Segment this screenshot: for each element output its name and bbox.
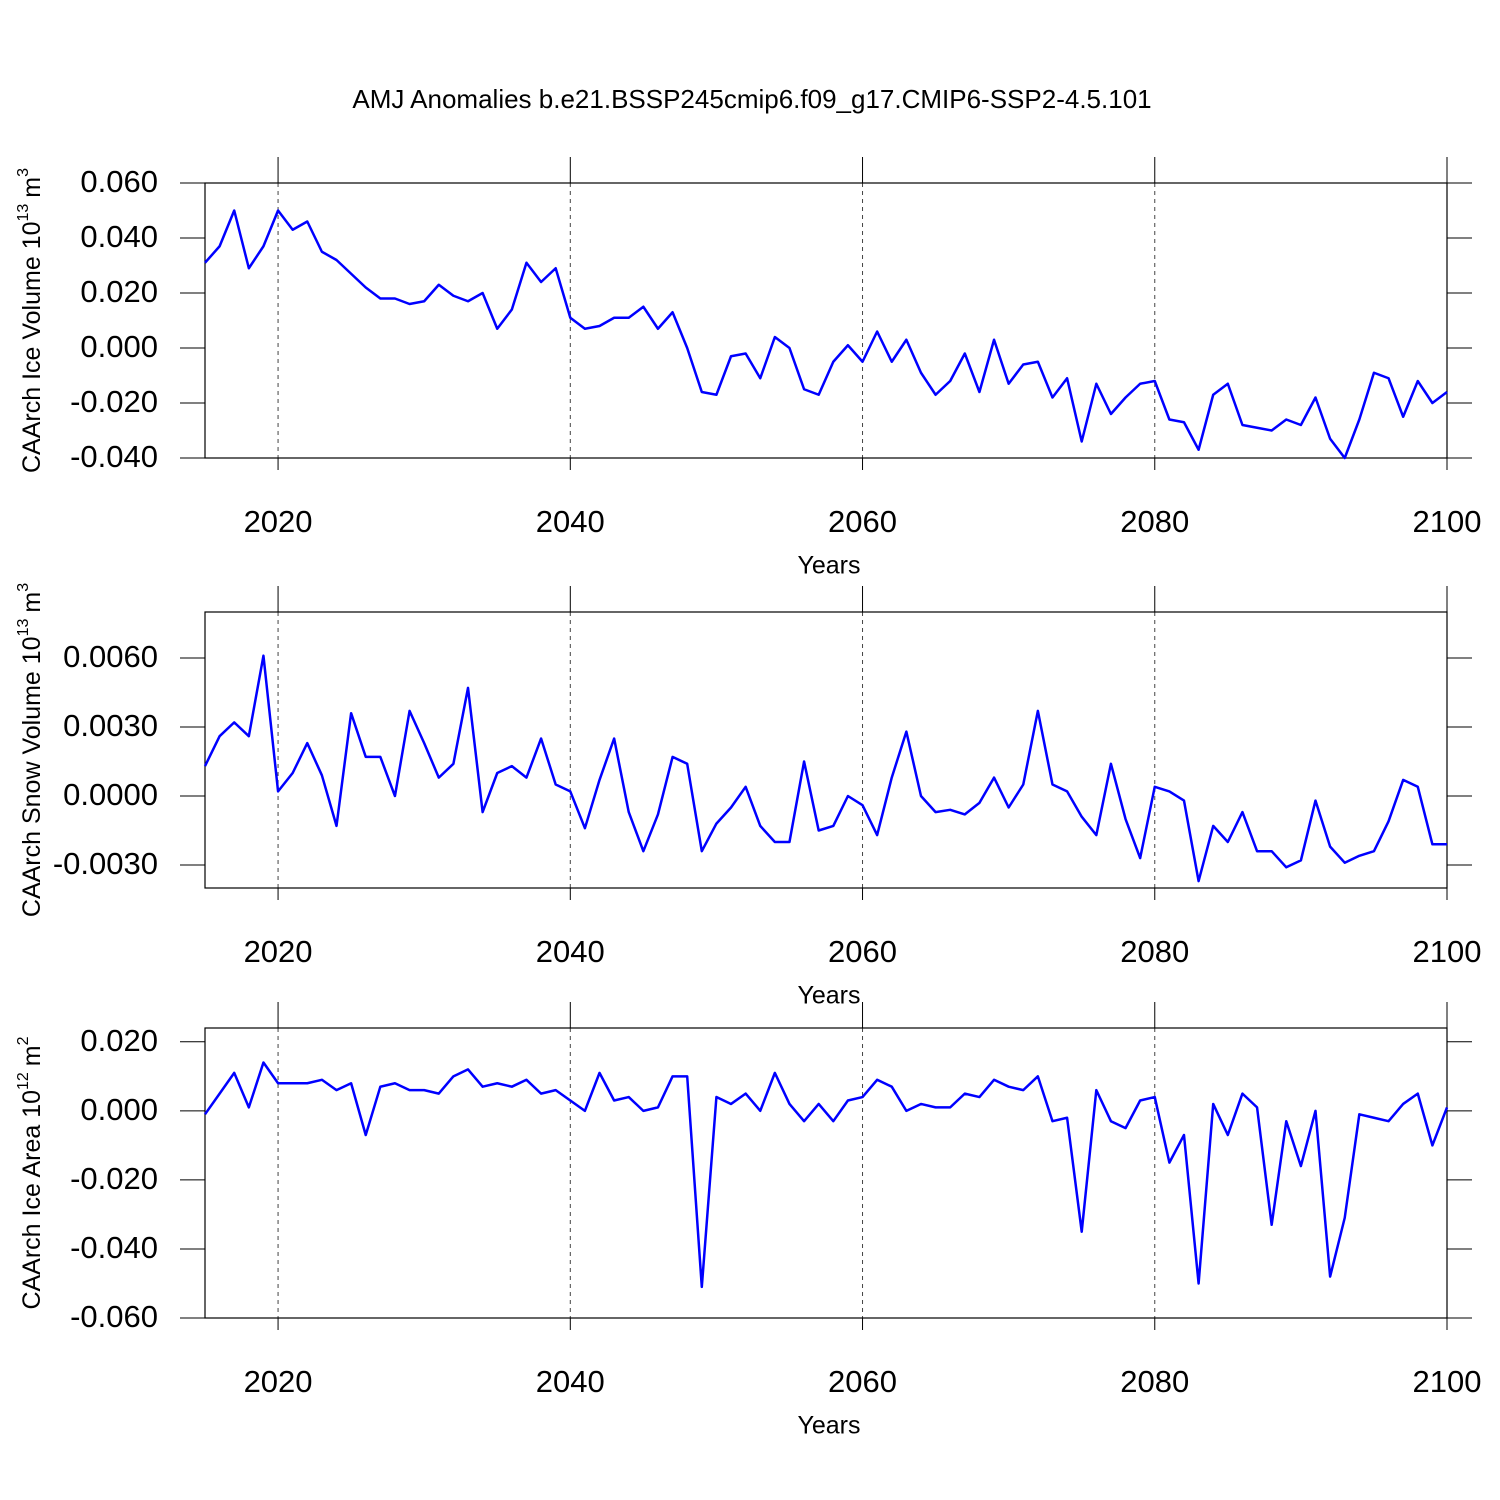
y-tick-label: 0.0030 xyxy=(63,708,158,743)
y-label-superscript: 2 xyxy=(15,1036,32,1045)
y-label-text: CAArch Snow Volume 10 xyxy=(18,636,46,917)
y-label-text: CAArch Ice Area 10 xyxy=(18,1090,46,1310)
y-label-text: m xyxy=(18,1045,46,1066)
y-tick-label: -0.020 xyxy=(70,1161,158,1196)
plot-frame xyxy=(204,182,1448,459)
plot-frame xyxy=(204,1027,1448,1319)
x-tick-label: 2100 xyxy=(1413,1364,1482,1399)
data-line xyxy=(203,654,1447,883)
y-tick-label: 0.020 xyxy=(80,274,158,309)
x-tick-label: 2020 xyxy=(244,504,313,539)
x-tick-label: 2100 xyxy=(1413,934,1482,969)
x-tick-label: 2100 xyxy=(1413,504,1482,539)
data-line xyxy=(204,209,1448,460)
y-axis-label: CAArch Snow Volume 1013 m3 xyxy=(15,583,45,917)
y-tick-label: 0.0060 xyxy=(63,639,158,674)
data-line xyxy=(203,1061,1449,1289)
y-tick-label: 0.060 xyxy=(80,164,158,199)
x-tick-label: 2060 xyxy=(828,504,897,539)
x-tick-label: 2080 xyxy=(1120,504,1189,539)
y-label-superscript: 13 xyxy=(15,619,32,637)
y-label-text: m xyxy=(18,592,46,613)
y-label-superscript: 12 xyxy=(15,1072,32,1090)
y-label-superscript: 3 xyxy=(15,168,32,177)
x-axis-label: Years xyxy=(797,1412,860,1440)
x-axis-label: Years xyxy=(797,552,860,580)
x-tick-label: 2040 xyxy=(536,934,605,969)
x-axis-label: Years xyxy=(797,982,860,1010)
y-axis-label: CAArch Ice Volume 1013 m3 xyxy=(15,168,45,473)
y-axis-label: CAArch Ice Area 1012 m2 xyxy=(15,1036,45,1309)
y-tick-label: -0.040 xyxy=(70,1230,158,1265)
y-tick-label: -0.040 xyxy=(70,439,158,474)
x-tick-label: 2060 xyxy=(828,1364,897,1399)
y-tick-label: -0.060 xyxy=(70,1299,158,1334)
y-tick-label: 0.000 xyxy=(80,329,158,364)
x-tick-label: 2020 xyxy=(244,934,313,969)
y-label-text: CAArch Ice Volume 10 xyxy=(18,222,46,474)
y-tick-label: 0.040 xyxy=(80,219,158,254)
y-label-superscript: 3 xyxy=(15,583,32,592)
x-tick-label: 2080 xyxy=(1120,934,1189,969)
plot-frame xyxy=(204,611,1448,889)
y-label-text: m xyxy=(18,177,46,198)
y-tick-label: -0.0030 xyxy=(53,846,158,881)
x-tick-label: 2040 xyxy=(536,504,605,539)
x-tick-label: 2060 xyxy=(828,934,897,969)
y-label-superscript: 13 xyxy=(15,204,32,222)
x-tick-label: 2080 xyxy=(1120,1364,1189,1399)
y-tick-label: 0.020 xyxy=(80,1023,158,1058)
y-tick-label: 0.000 xyxy=(80,1092,158,1127)
x-tick-label: 2020 xyxy=(244,1364,313,1399)
figure-title: AMJ Anomalies b.e21.BSSP245cmip6.f09_g17… xyxy=(352,84,1151,114)
y-tick-label: 0.0000 xyxy=(63,777,158,812)
x-tick-label: 2040 xyxy=(536,1364,605,1399)
y-tick-label: -0.020 xyxy=(70,384,158,419)
